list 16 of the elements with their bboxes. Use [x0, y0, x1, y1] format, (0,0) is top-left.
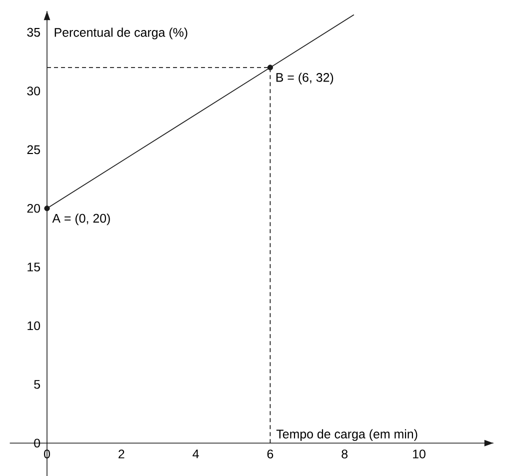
x-tick-label: 4 — [192, 450, 199, 458]
x-tick-label: 2 — [118, 450, 124, 458]
annotation: A = (0, 20) — [52, 214, 110, 226]
y-tick-label: 25 — [27, 145, 40, 154]
y-tick-label: 20 — [27, 204, 40, 213]
y-tick-label: 35 — [27, 28, 40, 37]
y-tick-label: 5 — [34, 380, 40, 389]
x-axis-title: Tempo de carga (em min) — [276, 429, 418, 441]
x-tick-label: 10 — [413, 450, 426, 458]
x-tick-label: 8 — [342, 450, 348, 458]
y-tick-label: 15 — [28, 262, 40, 272]
y-axis-title: Percentual de carga (%) — [54, 28, 188, 40]
y-tick-label: 10 — [28, 321, 40, 330]
y-tick-label: 30 — [27, 86, 40, 96]
x-tick-label: 6 — [267, 450, 274, 458]
annotation: B = (6, 32) — [276, 72, 334, 84]
